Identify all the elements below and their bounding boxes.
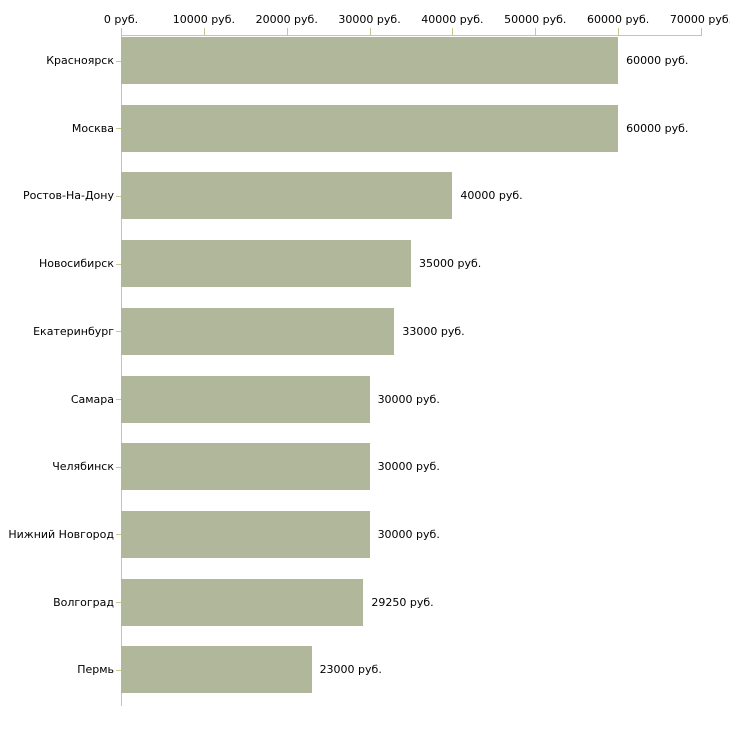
bar-value-label: 30000 руб. <box>377 527 440 541</box>
x-axis-tick-mark <box>203 28 205 36</box>
bar-value-label: 40000 руб. <box>460 189 523 203</box>
bar-row: Волгоград 29250 руб. <box>0 578 730 626</box>
category-label: Москва <box>71 121 114 135</box>
x-axis-tick-mark <box>535 28 537 36</box>
bar-value-label: 29250 руб. <box>371 595 434 609</box>
x-axis-tick-label: 20000 руб. <box>255 13 318 26</box>
category-tick-mark <box>116 466 121 468</box>
x-axis-tick-label: 60000 руб. <box>587 13 650 26</box>
bar <box>121 37 619 84</box>
x-axis-tick-mark <box>618 28 620 36</box>
category-label: Екатеринбург <box>33 324 114 338</box>
category-label: Пермь <box>77 663 114 677</box>
x-axis-tick-label: 70000 руб. <box>669 13 730 26</box>
x-axis-tick-label: 40000 руб. <box>421 13 484 26</box>
category-tick-mark <box>116 602 121 604</box>
bar-row: Челябинск 30000 руб. <box>0 443 730 491</box>
category-tick-mark <box>116 399 121 400</box>
x-axis-tick-mark <box>452 28 454 36</box>
bar-value-label: 33000 руб. <box>402 324 465 338</box>
bar <box>121 172 453 220</box>
bar-row: Нижний Новгород 30000 руб. <box>0 510 730 558</box>
x-axis-tick-mark <box>286 28 288 36</box>
category-label: Нижний Новгород <box>8 527 114 541</box>
bar-row: Красноярск 60000 руб. <box>0 37 730 84</box>
x-axis-tick-mark <box>121 28 122 36</box>
bar-value-label: 23000 руб. <box>319 663 382 677</box>
bar-row: Пермь 23000 руб. <box>0 646 730 694</box>
bar-value-label: 30000 руб. <box>377 392 440 406</box>
x-axis-line <box>121 35 702 36</box>
bar-row: Ростов-На-Дону 40000 руб. <box>0 172 730 220</box>
category-label: Новосибирск <box>38 257 114 271</box>
bar <box>121 240 411 288</box>
category-tick-mark <box>116 195 121 197</box>
x-axis-tick-label: 0 руб. <box>103 13 139 26</box>
x-axis-tick-label: 30000 руб. <box>338 13 401 26</box>
bar-value-label: 35000 руб. <box>419 257 482 271</box>
bar <box>121 307 395 355</box>
bar-row: Новосибирск 35000 руб. <box>0 240 730 288</box>
y-axis-line <box>121 35 122 706</box>
x-axis-tick-label: 10000 руб. <box>172 13 235 26</box>
category-label: Красноярск <box>46 54 114 67</box>
bar <box>121 646 312 694</box>
bar <box>121 443 370 491</box>
category-label: Самара <box>70 392 114 406</box>
x-axis-tick-mark <box>369 28 371 36</box>
bar-row: Самара 30000 руб. <box>0 375 730 423</box>
category-tick-mark <box>116 128 121 130</box>
bar-row: Екатеринбург 33000 руб. <box>0 307 730 355</box>
category-tick-mark <box>116 669 121 671</box>
x-axis-tick-label: 50000 руб. <box>504 13 567 26</box>
bar <box>121 578 364 626</box>
bar-row: Москва 60000 руб. <box>0 104 730 152</box>
bar <box>121 375 370 423</box>
bar-value-label: 60000 руб. <box>626 121 689 135</box>
category-label: Волгоград <box>53 595 114 609</box>
category-label: Челябинск <box>52 460 114 474</box>
bar <box>121 104 619 152</box>
x-axis-tick-mark <box>701 28 702 36</box>
category-tick-mark <box>116 534 121 536</box>
category-tick-mark <box>116 60 121 62</box>
category-tick-mark <box>116 263 121 265</box>
bar-value-label: 60000 руб. <box>626 54 689 67</box>
bar-value-label: 30000 руб. <box>377 460 440 474</box>
category-label: Ростов-На-Дону <box>22 189 114 203</box>
bar <box>121 510 370 558</box>
category-tick-mark <box>116 331 121 333</box>
